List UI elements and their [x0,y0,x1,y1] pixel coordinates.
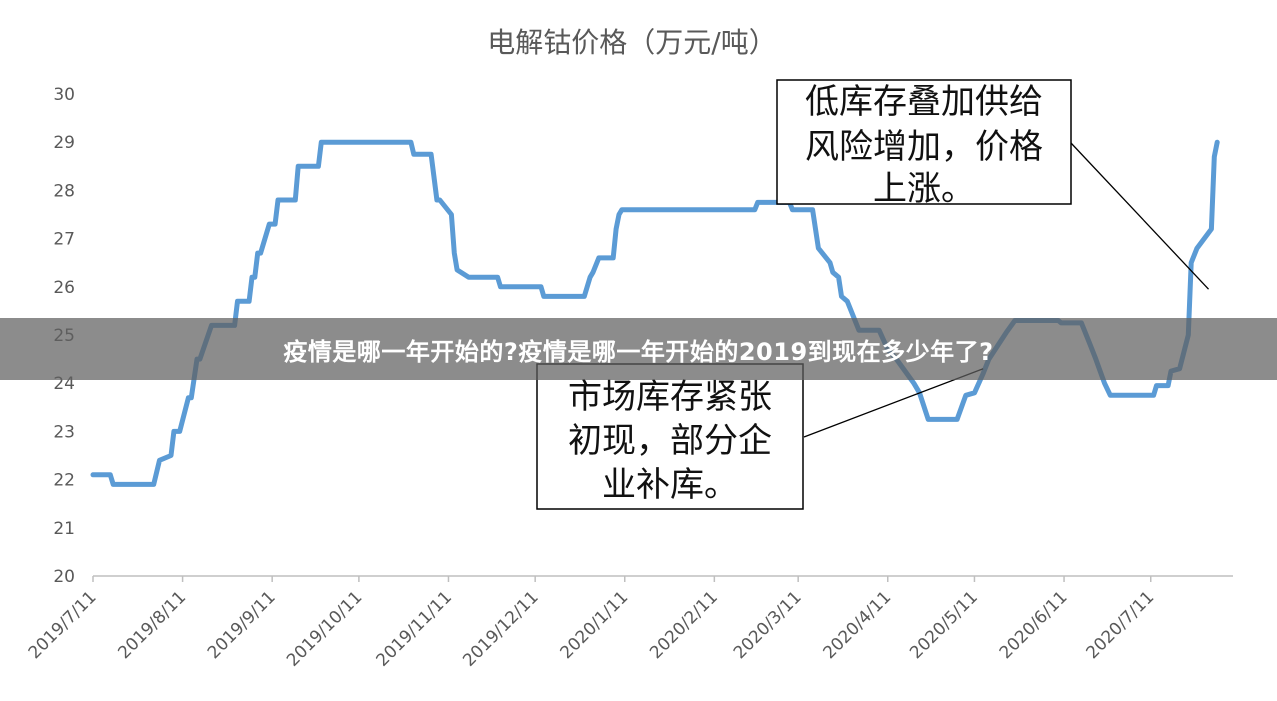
y-tick-label: 28 [53,181,75,201]
x-tick-label: 2020/3/11 [730,587,806,663]
x-tick-label: 2019/9/11 [204,587,280,663]
x-axis-ticks: 2019/7/11 2019/8/11 2019/9/11 2019/10/11 201… [25,576,1158,671]
callout-2-box [536,363,804,510]
x-tick-label: 2020/7/11 [1082,587,1158,663]
chart-title: 电解钴价格（万元/吨） [487,26,776,59]
y-tick-label: 23 [53,422,75,442]
y-tick-label: 29 [53,133,75,153]
x-tick-label: 2019/12/11 [459,587,542,670]
x-tick-label: 2020/5/11 [906,587,982,663]
overlay-banner: 疫情是哪一年开始的?疫情是哪一年开始的2019到现在多少年了? [0,318,1277,380]
y-tick-label: 20 [53,567,75,587]
y-tick-label: 22 [53,471,75,491]
callout-1-line-2: 风险增加，价格 [805,127,1043,167]
callout-1-line-3: 上涨。 [873,169,975,209]
x-tick-label: 2020/4/11 [820,587,896,663]
y-tick-label: 26 [53,278,75,298]
y-tick-label: 30 [53,85,75,105]
callout-1-line-1: 低库存叠加供给 [805,82,1043,122]
x-tick-label: 2019/11/11 [373,587,456,670]
x-tick-label: 2020/2/11 [646,587,722,663]
y-tick-label: 27 [53,230,75,250]
x-tick-label: 2019/7/11 [25,587,101,663]
callout-2-leader-line [803,368,984,438]
x-tick-label: 2019/10/11 [283,587,366,670]
callout-2-line-2: 初现，部分企 [568,421,772,461]
callout-1-leader-line [1070,142,1210,290]
x-tick-label: 2019/8/11 [114,587,190,663]
banner-title: 疫情是哪一年开始的?疫情是哪一年开始的2019到现在多少年了? [283,337,994,366]
callout-1-box [776,79,1072,205]
x-tick-label: 2020/6/11 [996,587,1072,663]
callout-2-line-1: 市场库存紧张 [568,377,772,417]
callout-2-line-3: 业补库。 [602,465,738,505]
x-tick-label: 2020/1/11 [557,587,633,663]
y-tick-label: 21 [53,519,75,539]
